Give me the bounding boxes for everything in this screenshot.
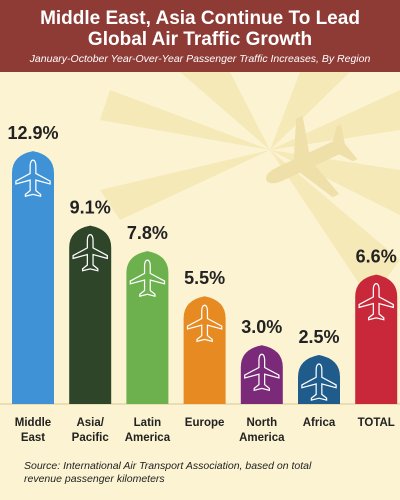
plane-icon: [186, 304, 223, 343]
chart-title: Middle East, Asia Continue To Lead Globa…: [40, 8, 360, 50]
bar: [12, 151, 54, 404]
value-label: 3.0%: [241, 317, 282, 337]
value-label: 7.8%: [127, 223, 168, 243]
bar: [240, 345, 283, 404]
bar: [355, 274, 398, 404]
bar: [183, 296, 226, 404]
plane-icon: [72, 234, 108, 272]
plane-icon: [244, 353, 280, 392]
source-note: Source: International Air Transport Asso…: [24, 460, 312, 485]
plane-icon: [15, 159, 51, 198]
chart-subtitle: January-October Year-Over-Year Passenger…: [29, 53, 371, 65]
plane-icon: [129, 259, 166, 298]
value-label: 6.6%: [356, 247, 397, 267]
bar: [69, 225, 112, 404]
bar: [298, 355, 340, 404]
bar: [126, 251, 169, 404]
category-label: TOTAL: [358, 417, 395, 429]
category-label: Middle East: [15, 417, 51, 444]
category-label: Asia/Pacific: [72, 417, 110, 444]
header: Middle East, Asia Continue To Lead Globa…: [0, 0, 400, 72]
value-label: 2.5%: [298, 327, 339, 347]
category-label: Africa: [303, 417, 336, 429]
plane-icon: [358, 283, 394, 321]
value-label: 5.5%: [184, 268, 225, 288]
category-label: Europe: [185, 417, 225, 429]
value-label: 9.1%: [70, 198, 111, 218]
category-label: North America: [239, 417, 285, 444]
value-label: 12.9%: [7, 123, 58, 143]
background-plane: [266, 115, 358, 198]
sunburst: [100, 72, 400, 300]
plane-icon: [301, 363, 337, 401]
category-label: Latin America: [125, 417, 171, 444]
